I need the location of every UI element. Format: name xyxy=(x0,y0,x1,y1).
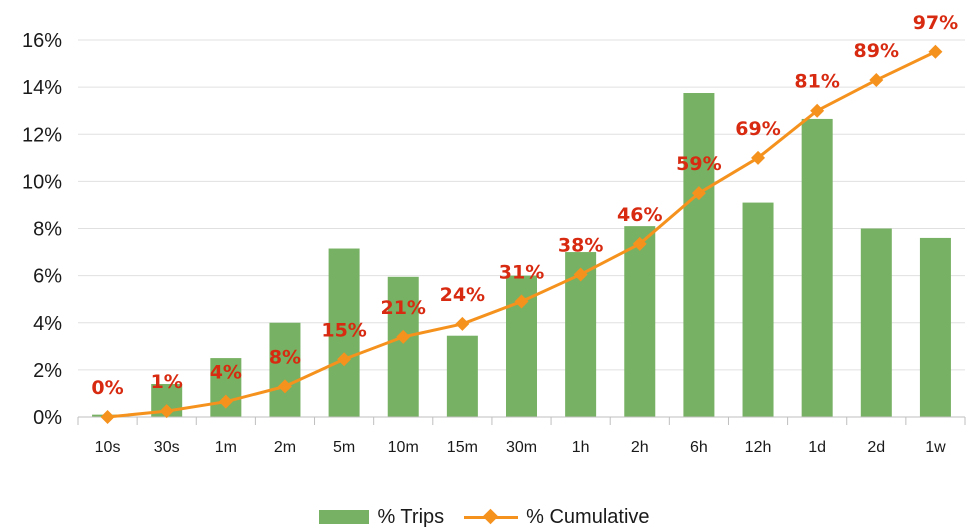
x-tick-label: 6h xyxy=(690,439,708,456)
bar[interactable] xyxy=(860,228,892,418)
cumulative-point[interactable] xyxy=(277,379,292,394)
bar[interactable] xyxy=(328,248,360,417)
cumulative-point[interactable] xyxy=(928,44,943,59)
bar[interactable] xyxy=(269,322,301,417)
bar[interactable] xyxy=(446,335,478,417)
y-tick-label: 10% xyxy=(22,171,62,193)
cumulative-data-label: 1% xyxy=(151,371,183,393)
x-tick-label: 10m xyxy=(388,439,419,456)
x-tick-label: 12h xyxy=(745,439,772,456)
legend-label-cumulative: % Cumulative xyxy=(526,505,650,528)
y-tick-label: 0% xyxy=(33,407,62,429)
cumulative-data-label: 24% xyxy=(440,284,485,306)
y-tick-label: 8% xyxy=(33,219,62,241)
y-tick-label: 12% xyxy=(22,124,62,146)
x-tick-label: 5m xyxy=(333,439,355,456)
cumulative-data-label: 8% xyxy=(269,346,301,368)
x-tick-label: 30m xyxy=(506,439,537,456)
cumulative-point[interactable] xyxy=(159,404,174,419)
cumulative-data-label: 15% xyxy=(321,319,366,341)
cumulative-point[interactable] xyxy=(632,236,647,251)
combo-chart: 0% 2% 4% 6% 8% 10% 12% 14% 16% 10s 30s 1m 2m 5m 10m 15… xyxy=(22,12,966,456)
bar[interactable] xyxy=(801,118,833,417)
bar[interactable] xyxy=(624,226,656,417)
x-tick-label: 1d xyxy=(808,439,826,456)
legend: % Trips % Cumulative xyxy=(0,504,969,530)
cumulative-point[interactable] xyxy=(514,294,529,309)
cumulative-point[interactable] xyxy=(573,267,588,282)
x-tick-label: 2m xyxy=(274,439,296,456)
legend-label-trips: % Trips xyxy=(377,505,445,528)
cumulative-data-label: 46% xyxy=(617,204,662,226)
x-tick-label: 1w xyxy=(925,439,946,456)
x-tick-label: 15m xyxy=(447,439,478,456)
line-series-cumulative xyxy=(100,44,943,424)
y-tick-label: 2% xyxy=(33,360,62,382)
cumulative-point[interactable] xyxy=(100,410,115,424)
x-tick-label: 2d xyxy=(867,439,885,456)
bar[interactable] xyxy=(919,237,951,417)
cumulative-data-label: 97% xyxy=(913,12,958,34)
cumulative-point[interactable] xyxy=(751,150,766,165)
x-axis: 10s 30s 1m 2m 5m 10m 15m 30m 1h 2h 6h 12h 1d 2d 1w xyxy=(77,416,966,456)
y-tick-label: 4% xyxy=(33,313,62,335)
cumulative-point[interactable] xyxy=(396,329,411,344)
y-tick-label: 6% xyxy=(33,266,62,288)
cumulative-data-label: 59% xyxy=(676,153,721,175)
bar[interactable] xyxy=(683,93,715,417)
x-tick-label: 30s xyxy=(154,439,180,456)
cumulative-data-label: 69% xyxy=(735,118,780,140)
x-tick-label: 1m xyxy=(215,439,237,456)
cumulative-point[interactable] xyxy=(869,73,884,88)
cumulative-point[interactable] xyxy=(455,316,470,331)
y-tick-label: 14% xyxy=(22,77,62,99)
bar[interactable] xyxy=(742,202,774,417)
cumulative-data-label: 38% xyxy=(558,234,603,256)
cumulative-data-label: 31% xyxy=(499,262,544,284)
cumulative-data-label: 21% xyxy=(380,297,425,319)
cumulative-data-label: 4% xyxy=(210,362,242,384)
y-tick-label: 16% xyxy=(22,30,62,52)
cumulative-data-label: 89% xyxy=(854,40,899,62)
cumulative-data-labels: 0% 1% 4% 8% 15% 21% 24% 31% 38% 46% 59% 69% 81% 89% 97… xyxy=(91,12,958,399)
x-tick-label: 2h xyxy=(631,439,649,456)
legend-item-trips[interactable]: % Trips xyxy=(319,506,444,529)
cumulative-data-label: 0% xyxy=(91,377,123,399)
legend-item-cumulative[interactable]: % Cumulative xyxy=(464,505,650,529)
cumulative-point[interactable] xyxy=(218,394,233,409)
x-tick-label: 1h xyxy=(572,439,590,456)
legend-bar-swatch xyxy=(319,510,370,524)
cumulative-point[interactable] xyxy=(337,352,352,367)
x-tick-label: 10s xyxy=(95,439,121,456)
y-axis: 0% 2% 4% 6% 8% 10% 12% 14% 16% xyxy=(22,30,62,429)
cumulative-point[interactable] xyxy=(810,103,825,118)
cumulative-data-label: 81% xyxy=(794,71,839,93)
legend-line-swatch xyxy=(464,507,519,527)
cumulative-point[interactable] xyxy=(691,186,706,201)
bar[interactable] xyxy=(387,276,419,417)
